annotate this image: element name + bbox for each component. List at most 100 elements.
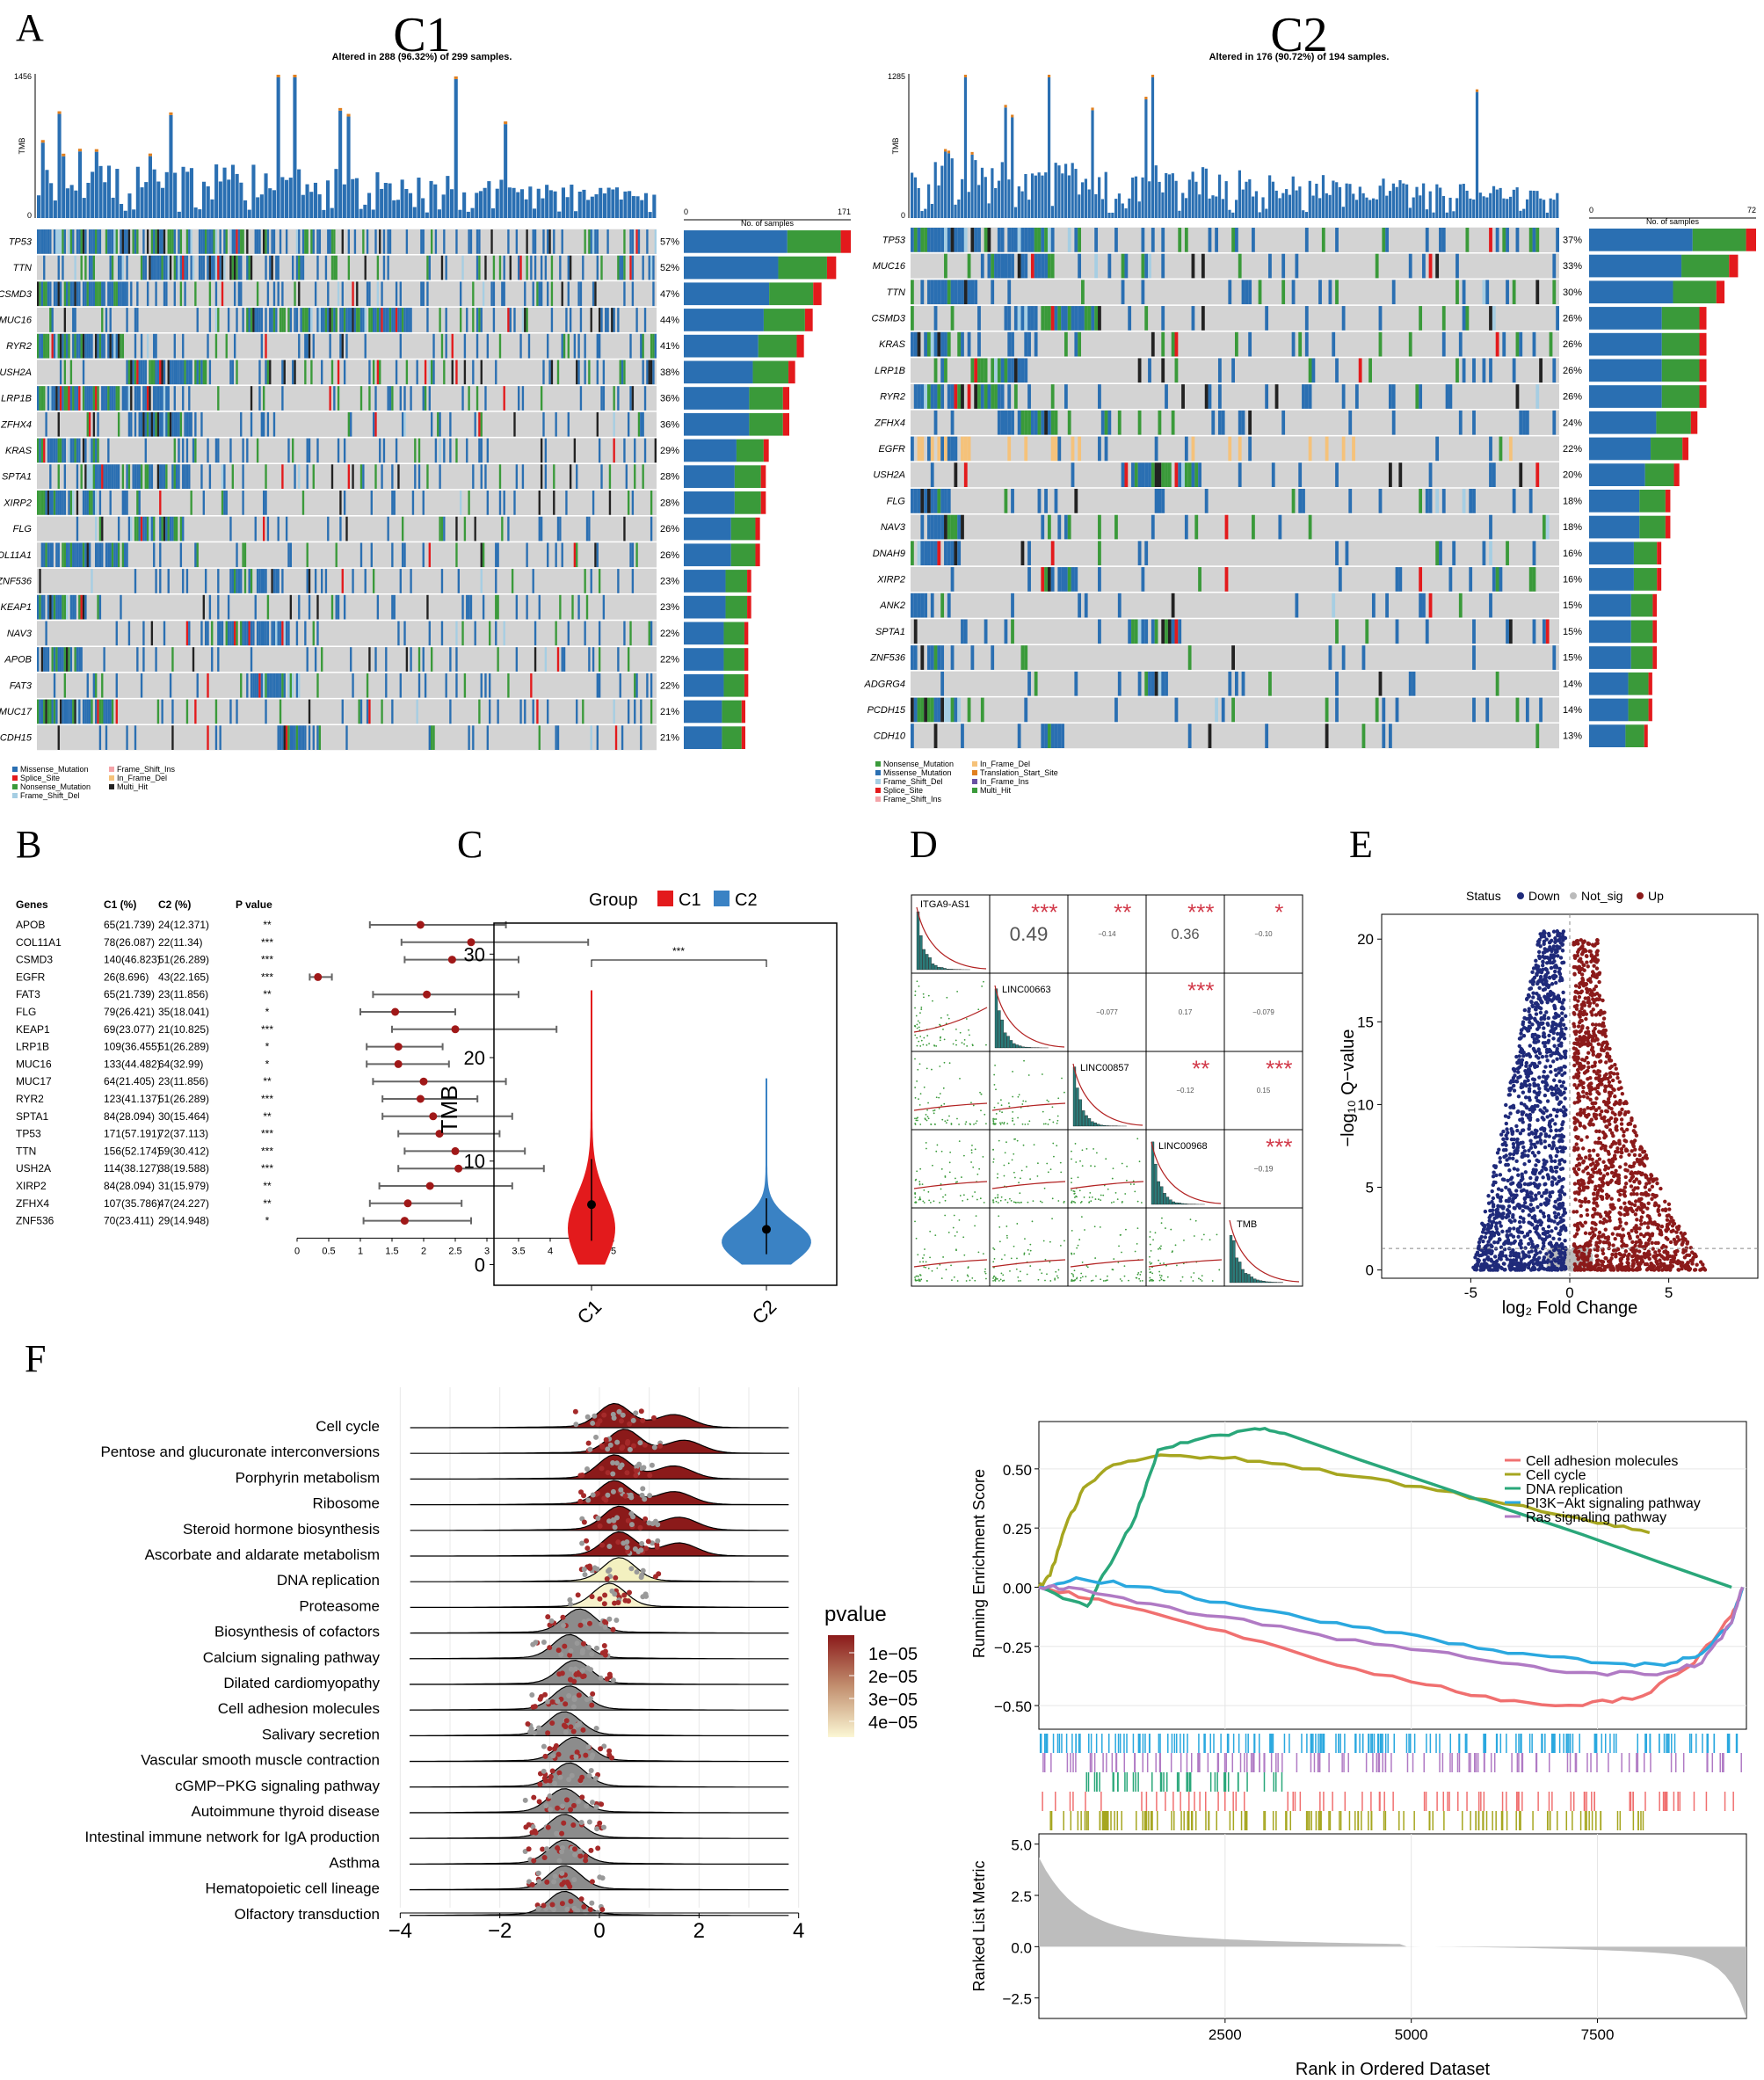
tmb-bar <box>643 193 648 218</box>
mutation-cell <box>138 491 141 515</box>
mutation-cell <box>930 489 934 513</box>
mutation-cell <box>1556 228 1559 252</box>
scatter-point <box>1151 1262 1153 1264</box>
mutation-cell <box>480 438 483 463</box>
scatter-point <box>940 1104 943 1107</box>
mutation-cell <box>1238 436 1242 462</box>
tmb-bar <box>1519 210 1522 218</box>
mutation-cell <box>1419 567 1423 592</box>
mutation-cell <box>185 255 189 280</box>
mutation-cell <box>283 673 286 698</box>
mutation-cell <box>159 360 162 385</box>
mutation-cell <box>486 333 490 359</box>
mutation-cell <box>140 255 143 280</box>
mutation-cell <box>540 516 543 542</box>
mutation-cell <box>1435 253 1440 279</box>
mutation-cell <box>115 699 118 724</box>
mutation-cell <box>1154 462 1158 487</box>
mutation-cell <box>480 569 483 593</box>
mutation-cell <box>577 281 580 307</box>
gene-bar-nonsense <box>1673 280 1717 304</box>
gene-bar-missense <box>1589 490 1640 513</box>
mutation-cell <box>1325 436 1329 462</box>
mutation-cell <box>1208 724 1212 748</box>
mutation-cell <box>55 281 58 307</box>
mutation-cell <box>629 386 632 411</box>
mutation-cell <box>911 541 914 566</box>
gene-bar-missense <box>684 622 724 645</box>
scatter-point <box>918 1181 921 1183</box>
mutation-cell <box>308 438 311 463</box>
gene-bar-other <box>747 570 751 593</box>
mutation-cell <box>911 331 914 357</box>
mutation-cell <box>1332 593 1336 618</box>
mutation-cell <box>961 436 964 462</box>
mutation-cell <box>944 228 947 252</box>
mutation-cell <box>263 621 265 646</box>
scatter-point <box>925 1261 927 1263</box>
mutation-cell <box>475 333 479 359</box>
tmb-bar <box>185 171 190 218</box>
mutation-cell <box>602 594 606 620</box>
mutation-cell <box>43 229 46 254</box>
mutation-cell <box>124 386 127 411</box>
tmb-bar <box>396 200 400 218</box>
gene-bar-other <box>826 256 837 280</box>
mutation-cell <box>1044 306 1048 331</box>
mutation-cell <box>97 411 99 437</box>
tmb-bar <box>1094 193 1098 218</box>
mutation-cell <box>930 541 934 566</box>
mutation-cell <box>196 308 199 332</box>
tmb-bar <box>619 199 623 218</box>
tmb-bar <box>156 181 161 218</box>
mutation-cell <box>1057 306 1062 331</box>
mutation-cell <box>596 229 599 254</box>
scatter-point <box>972 1104 975 1107</box>
mutation-cell <box>382 308 386 332</box>
hist-bar <box>1253 1278 1257 1284</box>
mutation-cell <box>117 333 120 359</box>
scatter-point <box>1150 1249 1152 1252</box>
mutation-cell <box>281 569 284 593</box>
mutation-cell <box>954 228 958 252</box>
mutation-cell <box>256 308 259 332</box>
mutation-cell <box>1054 489 1058 513</box>
tmb-bar <box>611 189 615 218</box>
mutation-cell <box>78 229 81 254</box>
mutation-cell <box>469 594 473 620</box>
mutation-cell <box>642 360 644 385</box>
mutation-cell <box>399 386 402 411</box>
mutation-cell <box>74 333 76 359</box>
mutation-cell <box>352 673 354 698</box>
forest-header: P value <box>236 898 272 911</box>
mutation-cell <box>72 308 75 332</box>
scatter-point <box>922 1261 925 1263</box>
mutation-cell <box>101 516 104 542</box>
mutation-cell <box>335 542 338 568</box>
mutation-cell <box>410 386 412 411</box>
mutation-cell <box>1298 462 1303 487</box>
mutation-cell <box>524 281 526 307</box>
scatter-point <box>914 1220 916 1223</box>
mutation-cell <box>556 725 560 750</box>
mutation-cell <box>91 333 93 359</box>
scatter-point <box>1027 1123 1029 1125</box>
mutation-cell <box>188 411 191 437</box>
mutation-cell <box>984 619 988 644</box>
mutation-cell <box>911 593 914 618</box>
mutation-cell <box>524 699 526 724</box>
mutation-cell <box>134 308 137 332</box>
mutation-cell <box>933 228 938 252</box>
mutation-cell <box>204 360 207 385</box>
legend-swatch <box>972 761 977 767</box>
scatter-point <box>1037 1162 1039 1165</box>
mutation-cell <box>957 514 962 540</box>
mutation-cell <box>198 229 201 254</box>
scatter-point <box>978 1167 981 1170</box>
tmb-bar <box>1027 200 1031 218</box>
mutation-cell <box>323 308 325 332</box>
mutation-cell <box>957 331 962 357</box>
mutation-cell <box>221 281 224 307</box>
corr-stars: ** <box>1192 1055 1209 1081</box>
scatter-point <box>914 1096 917 1099</box>
